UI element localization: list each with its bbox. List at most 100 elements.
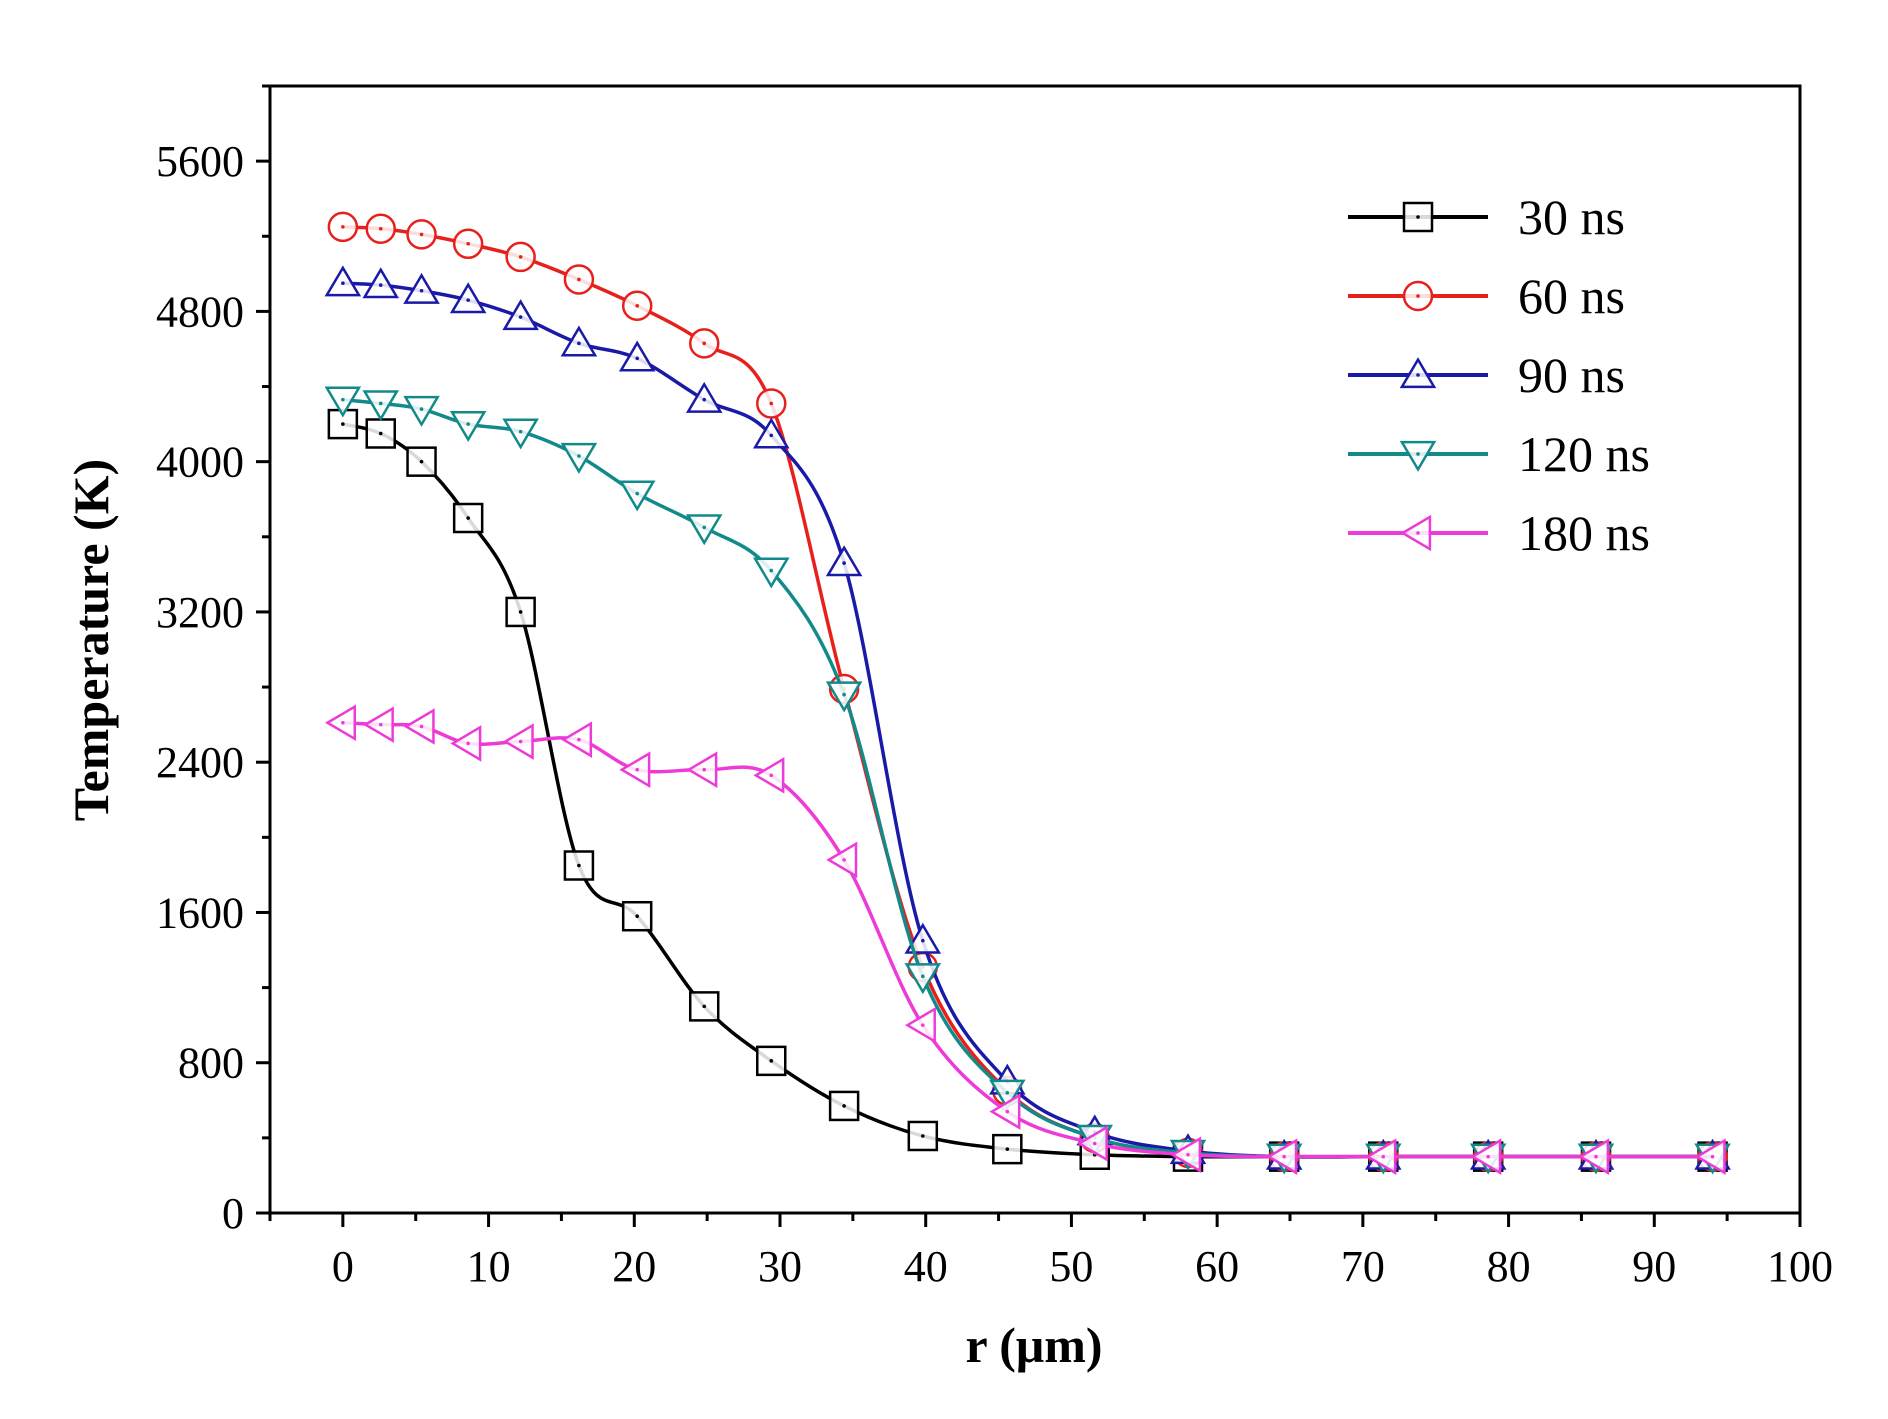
- marker-dot: [921, 974, 925, 979]
- marker-dot: [842, 858, 846, 862]
- data-point: [907, 1120, 939, 1152]
- data-point: [362, 706, 394, 743]
- data-point: [505, 596, 536, 628]
- marker-dot: [769, 433, 774, 438]
- data-point: [449, 282, 487, 314]
- data-point: [621, 290, 653, 322]
- marker-dot: [419, 459, 424, 464]
- marker-dot: [1381, 1154, 1386, 1159]
- legend-marker: [1399, 440, 1437, 472]
- data-point: [756, 1045, 787, 1077]
- data-point: [502, 723, 534, 760]
- marker-dot: [419, 232, 424, 237]
- data-point: [502, 299, 539, 331]
- marker-dot: [518, 610, 523, 614]
- marker-dot: [419, 724, 424, 729]
- legend: 30 ns 60 ns 90 ns 120 ns 180 ns: [1348, 189, 1650, 561]
- data-point: [324, 386, 362, 418]
- marker-dot: [341, 720, 345, 725]
- data-point: [406, 219, 437, 250]
- x-axis: 0 10 20 30 40 50 60 70 80 90 100: [268, 1213, 1833, 1291]
- data-point: [560, 325, 598, 357]
- x-tick-label: 60: [1195, 1242, 1239, 1291]
- marker-dot: [635, 767, 639, 772]
- data-point: [452, 228, 484, 260]
- legend-label: 30 ns: [1518, 189, 1625, 245]
- y-tick-label: 800: [178, 1039, 244, 1088]
- data-point: [688, 328, 720, 359]
- data-point: [561, 721, 593, 758]
- marker-dot: [769, 1059, 774, 1063]
- data-point: [362, 267, 400, 299]
- marker-dot: [577, 863, 581, 868]
- marker-shape: [563, 850, 595, 881]
- marker-dot: [1005, 1090, 1010, 1095]
- data-point: [685, 514, 723, 546]
- data-point: [752, 417, 790, 449]
- marker-dot: [518, 255, 523, 259]
- marker-dot: [518, 739, 523, 744]
- series-line: [342, 281, 1713, 1159]
- marker-dot: [378, 401, 383, 406]
- marker-dot: [341, 225, 345, 229]
- data-point: [688, 991, 720, 1022]
- x-tick-label: 30: [758, 1242, 802, 1291]
- legend-label: 120 ns: [1518, 426, 1650, 482]
- y-axis-title: Temperature (K): [63, 459, 119, 821]
- x-tick-label: 90: [1632, 1242, 1676, 1291]
- legend-label: 180 ns: [1518, 505, 1650, 561]
- x-tick-label: 80: [1487, 1242, 1531, 1291]
- marker-dot: [577, 341, 581, 346]
- marker-dot: [1092, 1141, 1097, 1146]
- marker-dot: [1416, 531, 1420, 535]
- data-point: [686, 751, 718, 789]
- data-point: [989, 1093, 1021, 1130]
- data-point: [403, 272, 440, 304]
- data-point: [563, 850, 595, 881]
- marker-dot: [518, 429, 523, 434]
- data-point: [1694, 1138, 1726, 1175]
- marker-dot: [769, 773, 774, 778]
- marker-dot: [635, 914, 639, 919]
- marker-dot: [1416, 215, 1420, 219]
- marker-dot: [577, 737, 581, 742]
- legend-marker: [1399, 357, 1437, 389]
- marker-dot: [1186, 1152, 1190, 1157]
- data-point: [619, 751, 651, 789]
- data-point: [756, 388, 787, 419]
- marker-dot: [702, 341, 707, 346]
- data-point: [904, 922, 942, 954]
- marker-dot: [1416, 294, 1420, 298]
- data-point: [502, 418, 539, 450]
- series-line: [342, 397, 1713, 1159]
- y-tick-label: 2400: [156, 738, 244, 787]
- x-tick-label: 10: [467, 1242, 511, 1291]
- data-point: [452, 502, 484, 534]
- data-point: [449, 410, 487, 442]
- legend-item: 120 ns: [1348, 426, 1650, 482]
- marker-dot: [466, 241, 470, 246]
- y-tick-label: 3200: [156, 588, 244, 637]
- data-point: [403, 395, 440, 427]
- y-tick-label: 4000: [156, 438, 244, 487]
- series-line: [342, 422, 1713, 1159]
- y-axis: 0 800 1600 2400 3200 4000 4800 5600: [156, 84, 270, 1238]
- marker-dot: [1416, 373, 1420, 377]
- marker-dot: [341, 422, 345, 426]
- data-point: [621, 900, 653, 932]
- data-point: [505, 241, 536, 273]
- marker-dot: [1416, 452, 1420, 456]
- x-tick-label: 100: [1767, 1242, 1833, 1291]
- marker-dot: [1486, 1154, 1490, 1159]
- marker-dot: [419, 407, 424, 411]
- x-axis-title: r (μm): [965, 1317, 1102, 1373]
- series-180-ns: [324, 704, 1726, 1175]
- legend-marker: [1400, 514, 1432, 552]
- series-layer: [324, 211, 1731, 1175]
- plot-frame: [268, 84, 1802, 1215]
- marker-dot: [842, 692, 846, 697]
- data-point: [828, 1090, 860, 1122]
- marker-shape: [756, 1045, 787, 1077]
- marker-dot: [635, 303, 639, 308]
- data-point: [685, 381, 723, 413]
